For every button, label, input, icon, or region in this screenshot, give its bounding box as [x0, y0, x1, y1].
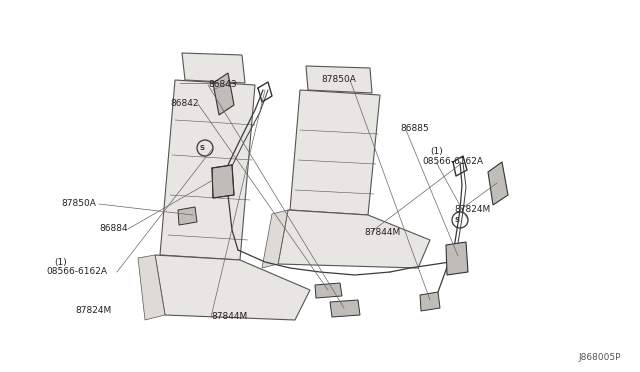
- Polygon shape: [330, 300, 360, 317]
- Polygon shape: [278, 210, 430, 268]
- Text: 08566-6162A: 08566-6162A: [422, 157, 483, 166]
- Polygon shape: [306, 66, 372, 93]
- Polygon shape: [262, 210, 288, 268]
- Polygon shape: [213, 73, 234, 115]
- Polygon shape: [155, 255, 310, 320]
- Text: 87824M: 87824M: [454, 205, 491, 214]
- Text: J868005P: J868005P: [579, 353, 621, 362]
- Text: 87844M: 87844M: [211, 312, 248, 321]
- Text: S: S: [200, 145, 205, 151]
- Polygon shape: [178, 207, 197, 225]
- Text: 87844M: 87844M: [365, 228, 401, 237]
- Text: S: S: [454, 217, 460, 223]
- Polygon shape: [160, 80, 255, 260]
- Text: 08566-6162A: 08566-6162A: [46, 267, 107, 276]
- Polygon shape: [446, 242, 468, 275]
- Text: (1): (1): [430, 147, 443, 156]
- Text: 87850A: 87850A: [322, 76, 356, 84]
- Text: 87850A: 87850A: [61, 199, 96, 208]
- Text: 86885: 86885: [400, 124, 429, 133]
- Text: 87824M: 87824M: [76, 306, 112, 315]
- Polygon shape: [138, 255, 165, 320]
- Polygon shape: [290, 90, 380, 215]
- Text: 86884: 86884: [99, 224, 128, 233]
- Polygon shape: [212, 165, 234, 198]
- Text: (1): (1): [54, 258, 67, 267]
- Polygon shape: [182, 53, 245, 83]
- Polygon shape: [488, 162, 508, 205]
- Polygon shape: [315, 283, 342, 298]
- Text: 86843: 86843: [208, 80, 237, 89]
- Polygon shape: [420, 292, 440, 311]
- Text: 86842: 86842: [170, 99, 198, 108]
